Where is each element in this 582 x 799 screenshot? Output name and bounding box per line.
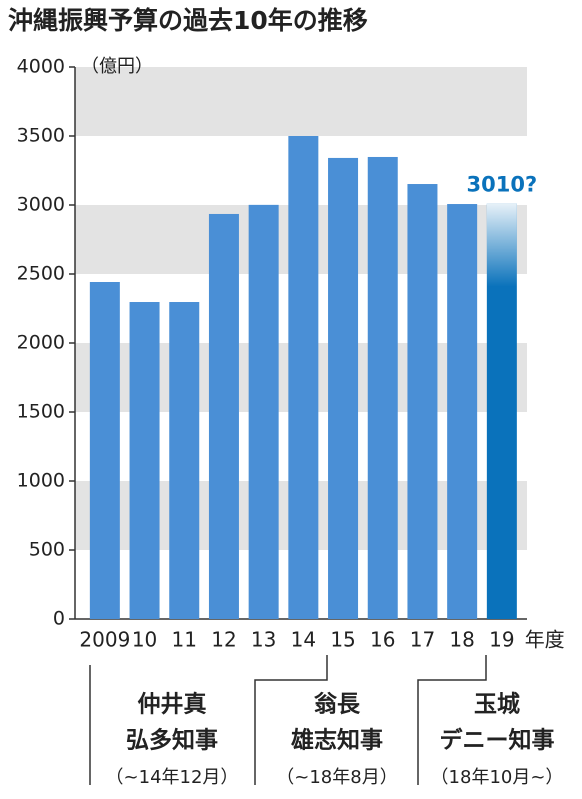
bar — [288, 136, 319, 619]
bar — [169, 302, 200, 619]
chart-title: 沖縄振興予算の過去10年の推移 — [8, 6, 368, 35]
governor-name: 翁長 — [314, 691, 361, 718]
governor-name: 玉城 — [474, 691, 520, 718]
bar — [447, 204, 478, 619]
governor-name: 雄志知事 — [290, 727, 383, 754]
bar — [208, 213, 239, 619]
y-tick-label: 2500 — [17, 263, 65, 285]
x-tick-label: 11 — [172, 628, 197, 652]
y-unit: （億円） — [81, 56, 153, 77]
governor-term: （~14年12月） — [106, 767, 239, 788]
bar — [248, 204, 279, 619]
y-tick-label: 0 — [53, 608, 65, 630]
bar — [129, 302, 160, 619]
value-label: 3010? — [467, 173, 538, 197]
x-suffix: 年度 — [525, 628, 565, 652]
bar-fade — [486, 203, 517, 619]
separator — [417, 655, 487, 785]
x-tick-label: 18 — [449, 628, 474, 652]
y-tick-label: 500 — [29, 539, 65, 561]
x-tick-label: 15 — [330, 628, 355, 652]
x-tick-label: 2009 — [79, 628, 130, 652]
x-tick-label: 17 — [410, 628, 435, 652]
y-tick-label: 3000 — [17, 194, 65, 216]
governor-name: 弘多知事 — [126, 727, 218, 754]
x-tick-label: 13 — [251, 628, 276, 652]
y-tick-label: 1500 — [17, 401, 65, 423]
x-tick-label: 10 — [132, 628, 157, 652]
y-tick-label: 1000 — [17, 470, 65, 492]
separator — [254, 655, 328, 785]
grid-band — [75, 67, 527, 136]
bar — [89, 282, 120, 619]
x-tick-label: 16 — [370, 628, 395, 652]
y-tick-label: 3500 — [17, 125, 65, 147]
governor-name: デニー知事 — [440, 727, 555, 754]
plot: 0 500 1000 1500 2000 2500 3000 3500 4000 （億円） 2009… — [17, 56, 565, 789]
x-tick-label: 14 — [291, 628, 316, 652]
y-tick-label: 4000 — [17, 56, 65, 78]
bar — [328, 157, 359, 619]
bar — [407, 184, 438, 620]
x-tick-label: 19 — [489, 628, 514, 652]
governor-name: 仲井真 — [138, 691, 207, 718]
x-tick-label: 12 — [211, 628, 236, 652]
y-tick-label: 2000 — [17, 332, 65, 354]
governor-term: （18年10月~） — [431, 767, 564, 788]
governor-term: （~18年8月） — [276, 767, 397, 788]
bar — [367, 156, 398, 619]
